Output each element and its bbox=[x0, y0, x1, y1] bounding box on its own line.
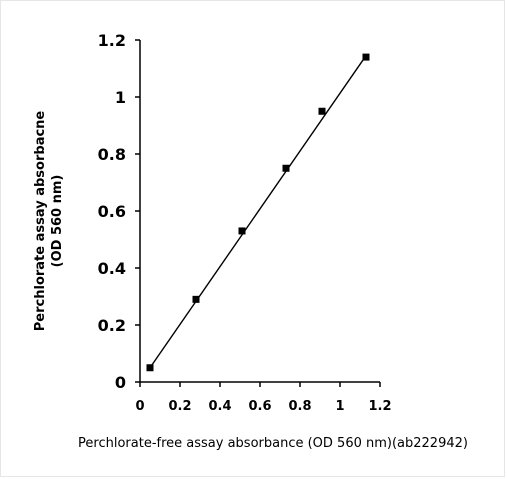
y-tick-label: 0.8 bbox=[98, 145, 126, 164]
x-axis-ticks: 0 0.2 0.4 0.6 0.8 1 1.2 bbox=[135, 382, 392, 414]
x-axis-title: Perchlorate-free assay absorbance (OD 56… bbox=[78, 436, 468, 451]
trendline bbox=[149, 55, 367, 369]
x-tick-label: 0 bbox=[135, 399, 144, 414]
x-tick-label: 1.2 bbox=[368, 399, 391, 414]
x-tick-label: 0.6 bbox=[248, 399, 271, 414]
y-tick-label: 0.6 bbox=[98, 202, 126, 221]
y-tick-label: 0.4 bbox=[98, 259, 126, 278]
y-tick-label: 1 bbox=[115, 88, 126, 107]
x-tick-label: 0.4 bbox=[208, 399, 231, 414]
data-point bbox=[238, 227, 246, 235]
y-tick-label: 0.2 bbox=[98, 316, 126, 335]
y-tick-label: 1.2 bbox=[98, 31, 126, 50]
x-tick-label: 1 bbox=[335, 399, 344, 414]
data-point bbox=[318, 107, 326, 115]
data-point bbox=[282, 164, 290, 172]
data-point bbox=[192, 295, 200, 303]
y-axis-title-line-1: Perchlorate assay absorbacne bbox=[33, 111, 48, 332]
plot-area: 0 0.2 0.4 0.6 0.8 1 1.2 0 0.2 0.4 0.6 0.8 1 1.2 bbox=[98, 31, 392, 414]
data-point bbox=[146, 364, 154, 372]
y-tick-label: 0 bbox=[115, 373, 126, 392]
x-tick-label: 0.8 bbox=[288, 399, 311, 414]
x-tick-label: 0.2 bbox=[168, 399, 191, 414]
y-axis-title-line-2: (OD 560 nm) bbox=[50, 175, 65, 268]
data-points bbox=[146, 53, 370, 372]
data-point bbox=[362, 53, 370, 61]
y-axis-ticks: 0 0.2 0.4 0.6 0.8 1 1.2 bbox=[98, 31, 140, 392]
